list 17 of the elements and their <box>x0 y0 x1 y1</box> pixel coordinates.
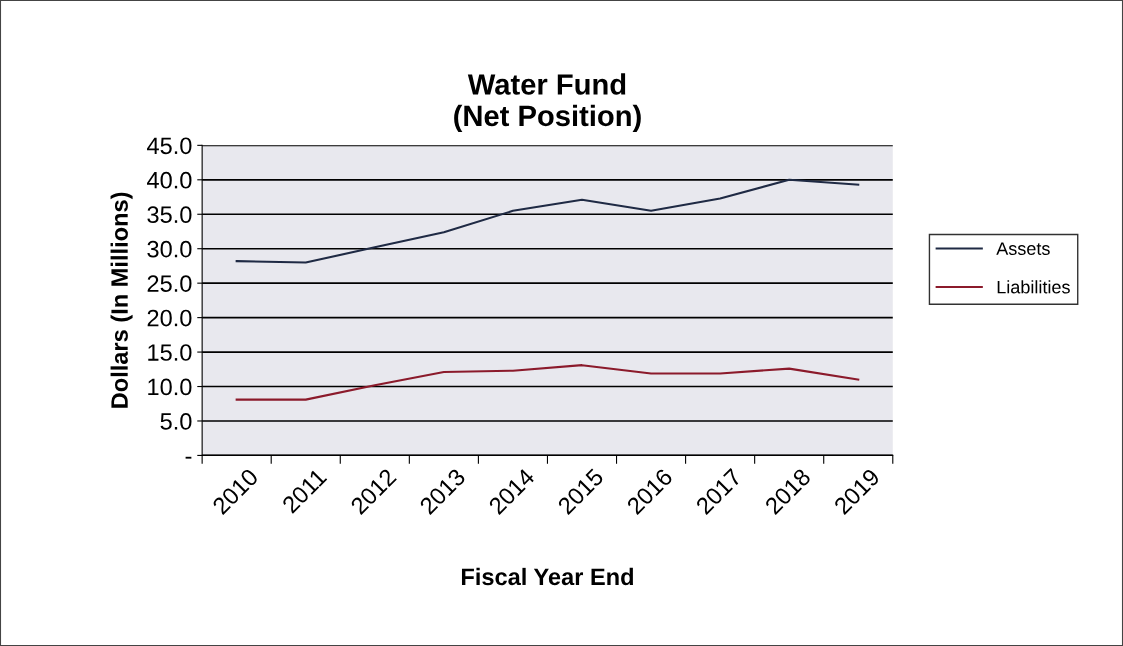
y-tick-label: 40.0 <box>147 171 192 189</box>
y-tick-label: 35.0 <box>147 206 192 224</box>
y-tick-label: 10.0 <box>148 378 192 396</box>
line-series <box>235 178 860 264</box>
legend-label: Assets <box>996 242 1050 255</box>
y-tick-label: - <box>185 456 192 459</box>
legend-label: Liabilities <box>997 280 1070 294</box>
y-tick-label: 45.0 <box>147 137 192 155</box>
chart-title: Water Fund (Net Position) <box>454 73 641 132</box>
y-tick-label: 5.0 <box>160 413 192 430</box>
y-tick-label: 25.0 <box>147 275 192 292</box>
line-series <box>235 364 860 401</box>
y-tick-label: 20.0 <box>147 309 192 327</box>
y-tick-label: 30.0 <box>147 240 192 258</box>
y-axis-title: Dollars (In Millions) <box>110 192 133 408</box>
x-axis-title: Fiscal Year End <box>461 567 633 586</box>
y-tick-label: 15.0 <box>148 344 192 361</box>
